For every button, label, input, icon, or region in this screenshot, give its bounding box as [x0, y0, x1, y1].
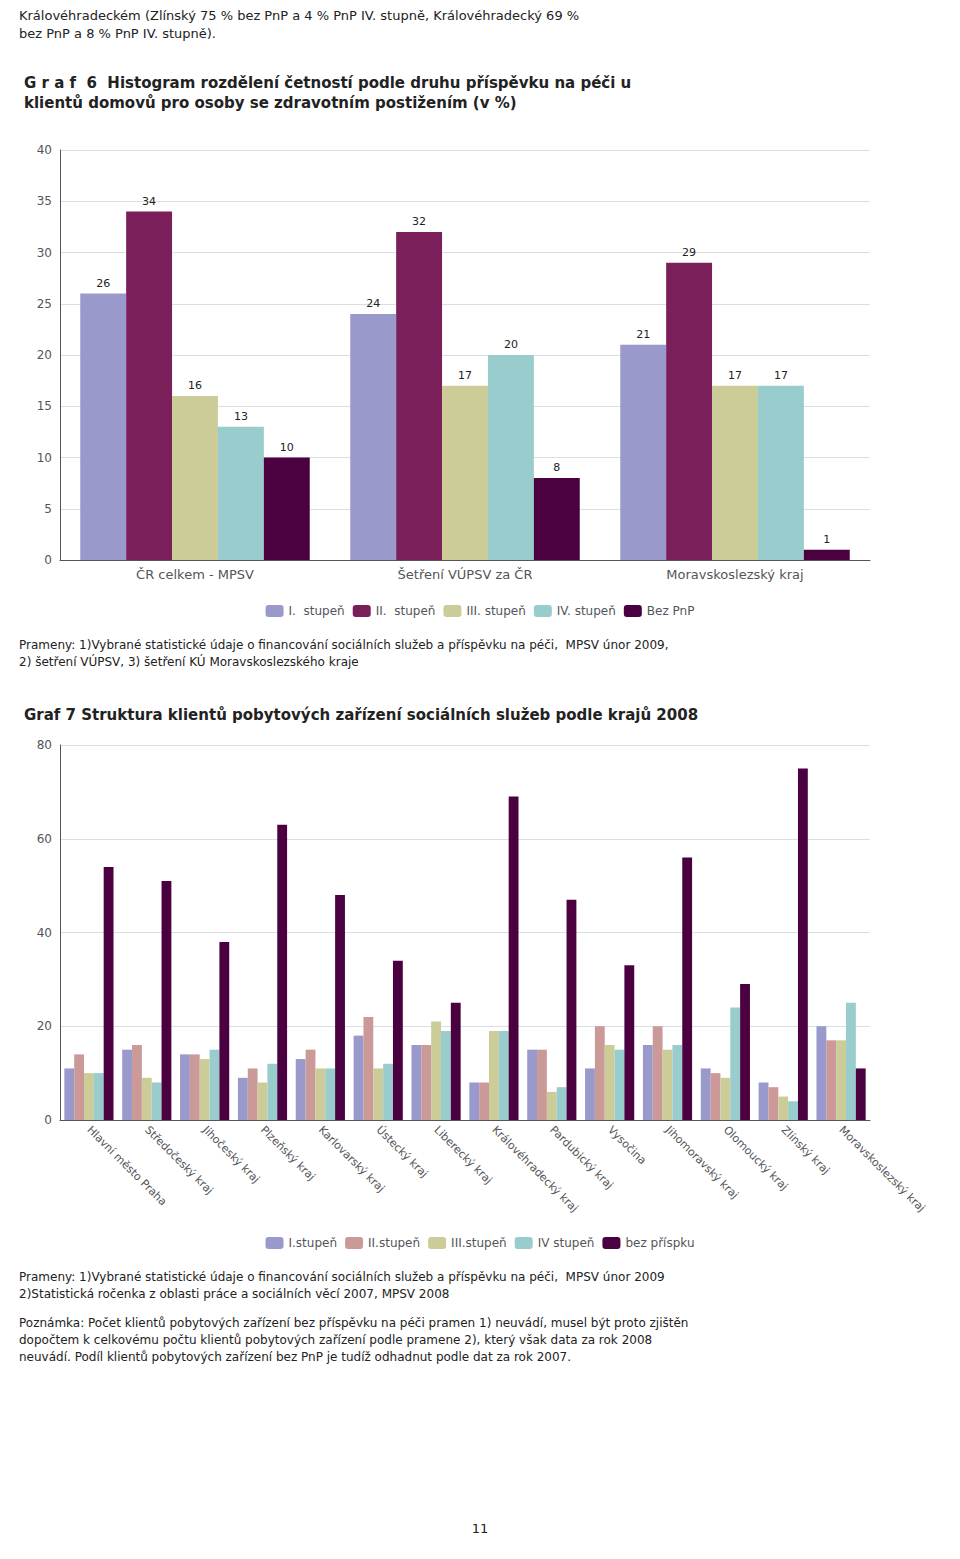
svg-text:Bez PnP: Bez PnP	[647, 604, 695, 618]
svg-text:neuvádí. Podíl klientů pobytov: neuvádí. Podíl klientů pobytových zaříze…	[19, 1350, 571, 1364]
svg-text:13: 13	[234, 410, 248, 423]
svg-text:21: 21	[636, 328, 650, 341]
svg-text:15: 15	[37, 399, 52, 413]
svg-text:17: 17	[728, 369, 742, 382]
svg-text:30: 30	[37, 246, 52, 260]
svg-text:ČR celkem - MPSV: ČR celkem - MPSV	[136, 567, 254, 582]
svg-text:Liberecký kraj: Liberecký kraj	[431, 1123, 494, 1186]
svg-text:0: 0	[44, 553, 52, 567]
svg-text:35: 35	[37, 194, 52, 208]
svg-text:60: 60	[37, 832, 52, 846]
svg-text:Královéhradeckém (Zlínský 75 %: Královéhradeckém (Zlínský 75 % bez PnP a…	[19, 8, 579, 23]
svg-text:II.stupeň: II.stupeň	[368, 1236, 420, 1250]
svg-text:bez příspku: bez příspku	[625, 1236, 694, 1250]
svg-text:Hlavní město Praha: Hlavní město Praha	[84, 1123, 170, 1209]
svg-text:klientů domovů pro osoby se zd: klientů domovů pro osoby se zdravotním p…	[24, 94, 517, 112]
svg-text:24: 24	[366, 297, 380, 310]
svg-text:Olomoucký kraj: Olomoucký kraj	[720, 1123, 791, 1193]
svg-text:Šetření VÚPSV za ČR: Šetření VÚPSV za ČR	[398, 567, 533, 582]
svg-text:25: 25	[37, 297, 52, 311]
svg-text:17: 17	[458, 369, 472, 382]
svg-text:Pardubický kraj: Pardubický kraj	[547, 1123, 615, 1191]
svg-text:Středočeský kraj: Středočeský kraj	[142, 1123, 216, 1198]
svg-text:III.stupeň: III.stupeň	[451, 1236, 507, 1250]
svg-text:2) šetření VÚPSV, 3) šetření K: 2) šetření VÚPSV, 3) šetření KÚ Moravsko…	[19, 654, 359, 669]
svg-text:1: 1	[823, 533, 830, 546]
svg-text:26: 26	[96, 277, 110, 290]
svg-text:8: 8	[553, 461, 560, 474]
svg-text:11: 11	[472, 1521, 489, 1536]
svg-text:2)Statistická ročenka z oblast: 2)Statistická ročenka z oblasti práce a …	[19, 1287, 449, 1301]
svg-text:20: 20	[37, 348, 52, 362]
svg-text:17: 17	[774, 369, 788, 382]
svg-text:34: 34	[142, 195, 156, 208]
svg-text:Prameny: 1)Vybrané statistické: Prameny: 1)Vybrané statistické údaje o f…	[19, 638, 669, 652]
svg-text:Jihočeský kraj: Jihočeský kraj	[199, 1123, 262, 1186]
svg-text:Jihomoravský kraj: Jihomoravský kraj	[662, 1123, 741, 1202]
svg-text:IV stupeň: IV stupeň	[538, 1236, 595, 1250]
svg-text:40: 40	[37, 926, 52, 940]
svg-text:16: 16	[188, 379, 202, 392]
svg-text:80: 80	[37, 738, 52, 752]
svg-text:20: 20	[37, 1019, 52, 1033]
svg-text:bez PnP a 8 % PnP IV. stupně).: bez PnP a 8 % PnP IV. stupně).	[19, 26, 216, 41]
svg-text:III. stupeň: III. stupeň	[466, 604, 525, 618]
svg-text:20: 20	[504, 338, 518, 351]
svg-text:29: 29	[682, 246, 696, 259]
svg-text:Poznámka: Počet klientů pobyto: Poznámka: Počet klientů pobytových zaříz…	[19, 1316, 688, 1330]
svg-text:10: 10	[37, 451, 52, 465]
svg-text:Ústecký kraj: Ústecký kraj	[374, 1123, 431, 1180]
svg-text:Vysočina: Vysočina	[605, 1123, 649, 1167]
svg-text:40: 40	[37, 143, 52, 157]
svg-text:Zlínský kraj: Zlínský kraj	[779, 1123, 833, 1177]
svg-text:II. stupeň: II. stupeň	[376, 604, 436, 618]
svg-text:Plzeňský kraj: Plzeňský kraj	[258, 1123, 318, 1183]
svg-text:I. stupeň: I. stupeň	[289, 604, 345, 618]
svg-text:IV. stupeň: IV. stupeň	[557, 604, 616, 618]
svg-text:0: 0	[44, 1113, 52, 1127]
svg-text:10: 10	[280, 441, 294, 454]
svg-text:Královéhradecký kraj: Královéhradecký kraj	[489, 1123, 581, 1215]
svg-text:I.stupeň: I.stupeň	[289, 1236, 338, 1250]
svg-text:Karlovarský kraj: Karlovarský kraj	[315, 1123, 388, 1195]
svg-text:G r a f 6 Histogram rozdělen: G r a f 6 Histogram rozdělení četností p…	[24, 74, 631, 92]
svg-text:dopočtem k celkovému počtu kli: dopočtem k celkovému počtu klientů pobyt…	[19, 1333, 652, 1347]
svg-text:Prameny: 1)Vybrané statistické: Prameny: 1)Vybrané statistické údaje o f…	[19, 1270, 665, 1284]
svg-text:Moravskoslezský kraj: Moravskoslezský kraj	[666, 567, 803, 582]
svg-text:32: 32	[412, 215, 426, 228]
svg-text:Moravskoslezský kraj: Moravskoslezský kraj	[836, 1123, 927, 1214]
svg-text:5: 5	[44, 502, 52, 516]
svg-text:Graf 7 Struktura klientů pobyt: Graf 7 Struktura klientů pobytových zaří…	[24, 706, 698, 724]
